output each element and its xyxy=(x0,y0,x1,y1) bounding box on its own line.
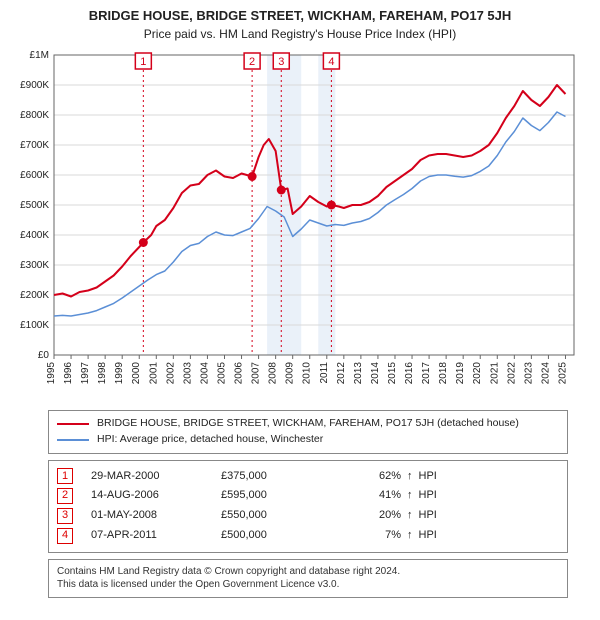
event-price: £375,000 xyxy=(221,467,321,487)
svg-text:2008: 2008 xyxy=(268,362,279,385)
footer-line1: Contains HM Land Registry data © Crown c… xyxy=(57,565,559,579)
legend-row-property: BRIDGE HOUSE, BRIDGE STREET, WICKHAM, FA… xyxy=(57,416,559,432)
svg-text:£200K: £200K xyxy=(20,290,49,301)
svg-text:2004: 2004 xyxy=(199,362,210,385)
svg-text:£900K: £900K xyxy=(20,80,49,91)
arrow-up-icon: ↑ xyxy=(407,467,413,487)
event-row: 4 07-APR-2011£500,0007% ↑ HPI xyxy=(57,526,559,546)
svg-text:2006: 2006 xyxy=(234,362,245,385)
event-date: 14-AUG-2006 xyxy=(91,486,221,506)
svg-text:2017: 2017 xyxy=(421,362,432,385)
svg-text:2010: 2010 xyxy=(302,362,313,385)
svg-text:£0: £0 xyxy=(38,350,50,361)
event-hpi-label: HPI xyxy=(419,506,437,526)
event-pct: 7% xyxy=(321,526,401,546)
event-marker-2: 2 xyxy=(57,488,73,504)
event-pct: 41% xyxy=(321,486,401,506)
svg-text:2002: 2002 xyxy=(165,362,176,385)
svg-text:£600K: £600K xyxy=(20,170,49,181)
svg-text:£100K: £100K xyxy=(20,320,49,331)
legend-swatch-hpi xyxy=(57,439,89,441)
event-pct: 20% xyxy=(321,506,401,526)
svg-text:4: 4 xyxy=(328,56,334,68)
svg-text:2012: 2012 xyxy=(336,362,347,385)
svg-text:2: 2 xyxy=(249,56,255,68)
svg-text:£700K: £700K xyxy=(20,140,49,151)
event-row: 3 01-MAY-2008£550,00020% ↑ HPI xyxy=(57,506,559,526)
svg-text:2011: 2011 xyxy=(319,362,330,384)
legend: BRIDGE HOUSE, BRIDGE STREET, WICKHAM, FA… xyxy=(48,410,568,454)
svg-text:£500K: £500K xyxy=(20,200,49,211)
event-price: £595,000 xyxy=(221,486,321,506)
svg-text:2001: 2001 xyxy=(148,362,159,385)
chart-plot: £0 £100K £200K £300K £400K £500K £600K £700K £80… xyxy=(10,49,590,404)
svg-text:1999: 1999 xyxy=(114,362,125,385)
svg-text:1997: 1997 xyxy=(80,362,91,385)
svg-text:2014: 2014 xyxy=(370,362,381,385)
svg-text:2005: 2005 xyxy=(216,362,227,385)
event-hpi-label: HPI xyxy=(419,467,437,487)
event-hpi-label: HPI xyxy=(419,486,437,506)
svg-text:2019: 2019 xyxy=(455,362,466,385)
events-table: 1 29-MAR-2000£375,00062% ↑ HPI 2 14-AUG-2006£… xyxy=(48,460,568,553)
chart-subtitle: Price paid vs. HM Land Registry's House … xyxy=(10,27,590,41)
svg-text:1995: 1995 xyxy=(46,362,57,385)
event-pct: 62% xyxy=(321,467,401,487)
svg-text:2024: 2024 xyxy=(540,362,551,385)
event-date: 29-MAR-2000 xyxy=(91,467,221,487)
svg-text:£300K: £300K xyxy=(20,260,49,271)
chart-title: BRIDGE HOUSE, BRIDGE STREET, WICKHAM, FA… xyxy=(10,8,590,23)
svg-text:£800K: £800K xyxy=(20,110,49,121)
event-price: £500,000 xyxy=(221,526,321,546)
svg-text:2007: 2007 xyxy=(251,362,262,385)
legend-swatch-property xyxy=(57,423,89,425)
svg-text:2000: 2000 xyxy=(131,362,142,385)
svg-text:2020: 2020 xyxy=(472,362,483,385)
footer-line2: This data is licensed under the Open Gov… xyxy=(57,578,559,592)
event-hpi-label: HPI xyxy=(419,526,437,546)
event-row: 1 29-MAR-2000£375,00062% ↑ HPI xyxy=(57,467,559,487)
svg-text:1998: 1998 xyxy=(97,362,108,385)
line-chart-svg: £0 £100K £200K £300K £400K £500K £600K £700K £80… xyxy=(10,49,590,399)
arrow-up-icon: ↑ xyxy=(407,486,413,506)
chart-container: BRIDGE HOUSE, BRIDGE STREET, WICKHAM, FA… xyxy=(0,0,600,604)
event-date: 07-APR-2011 xyxy=(91,526,221,546)
svg-text:2021: 2021 xyxy=(489,362,500,385)
event-marker-4: 4 xyxy=(57,528,73,544)
svg-text:2009: 2009 xyxy=(285,362,296,385)
svg-text:1: 1 xyxy=(140,56,146,68)
legend-row-hpi: HPI: Average price, detached house, Winc… xyxy=(57,432,559,448)
legend-label-property: BRIDGE HOUSE, BRIDGE STREET, WICKHAM, FA… xyxy=(97,416,519,432)
event-date: 01-MAY-2008 xyxy=(91,506,221,526)
svg-text:2015: 2015 xyxy=(387,362,398,385)
event-marker-1: 1 xyxy=(57,468,73,484)
footer: Contains HM Land Registry data © Crown c… xyxy=(48,559,568,598)
event-price: £550,000 xyxy=(221,506,321,526)
arrow-up-icon: ↑ xyxy=(407,526,413,546)
svg-text:2023: 2023 xyxy=(523,362,534,385)
svg-text:1996: 1996 xyxy=(63,362,74,385)
event-marker-3: 3 xyxy=(57,508,73,524)
svg-text:£400K: £400K xyxy=(20,230,49,241)
svg-text:2003: 2003 xyxy=(182,362,193,385)
svg-text:2022: 2022 xyxy=(506,362,517,385)
svg-text:2016: 2016 xyxy=(404,362,415,385)
event-row: 2 14-AUG-2006£595,00041% ↑ HPI xyxy=(57,486,559,506)
svg-text:3: 3 xyxy=(278,56,284,68)
svg-text:2013: 2013 xyxy=(353,362,364,385)
svg-text:2025: 2025 xyxy=(557,362,568,385)
arrow-up-icon: ↑ xyxy=(407,506,413,526)
svg-text:£1M: £1M xyxy=(30,50,49,61)
svg-text:2018: 2018 xyxy=(438,362,449,385)
legend-label-hpi: HPI: Average price, detached house, Winc… xyxy=(97,432,323,448)
